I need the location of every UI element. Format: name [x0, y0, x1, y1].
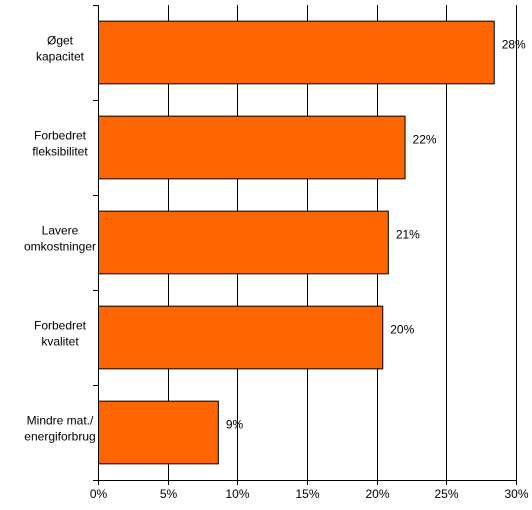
bar-0 [98, 20, 495, 85]
data-label: 28% [502, 38, 526, 52]
data-label: 22% [413, 133, 437, 147]
category-label: Lavere omkostninger [24, 224, 96, 254]
category-label: Mindre mat./energiforbrug [24, 414, 95, 444]
axes [93, 5, 517, 485]
x-tick-label: 0% [90, 487, 108, 501]
data-label: 9% [226, 418, 244, 432]
category-label: Forbedret fleksibilitet [32, 129, 88, 159]
data-label: 20% [390, 323, 414, 337]
category-label: Forbedret kvalitet [34, 319, 87, 349]
bar-1 [98, 115, 406, 180]
data-labels: 28% 22% 21% 20% 9% [226, 38, 526, 432]
category-labels: Øget kapacitet Forbedret fleksibilitet Laver… [24, 34, 96, 444]
x-tick-label: 5% [160, 487, 178, 501]
x-tick-label: 30% [504, 487, 528, 501]
x-tick-label: 10% [225, 487, 249, 501]
x-tick-labels: 0% 5% 10% 15% 20% 25% 30% [90, 487, 529, 501]
data-label: 21% [396, 228, 420, 242]
bar-2 [98, 210, 389, 275]
x-tick-label: 15% [295, 487, 319, 501]
bars [98, 20, 495, 465]
category-label: Øget kapacitet [36, 34, 85, 64]
x-tick-label: 25% [434, 487, 458, 501]
bar-3 [98, 305, 384, 370]
x-tick-label: 20% [365, 487, 389, 501]
bar-4 [98, 400, 219, 465]
